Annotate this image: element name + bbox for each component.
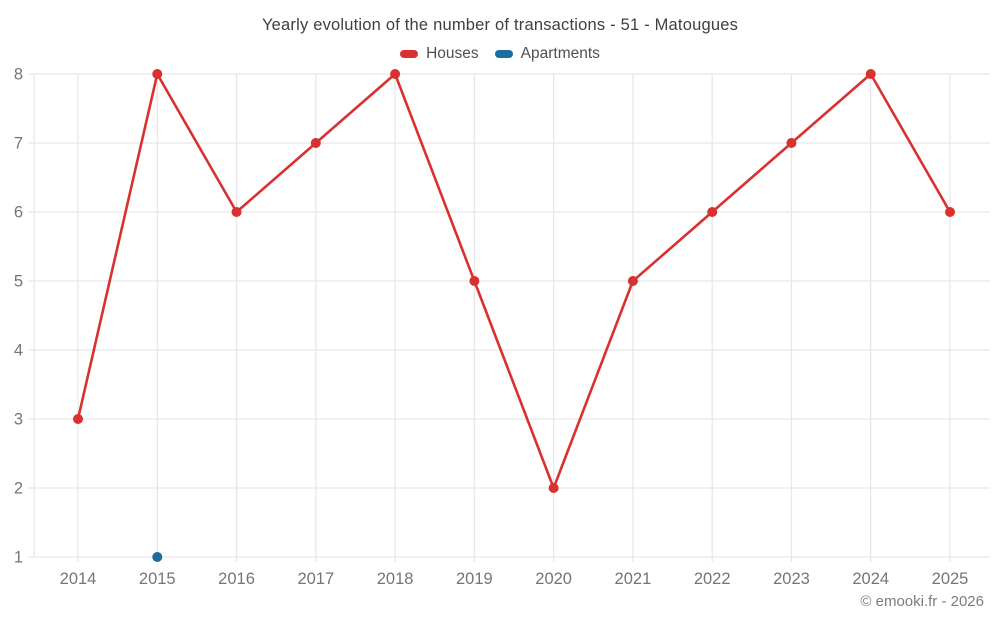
x-tick-label: 2021 <box>615 570 652 588</box>
y-tick-label: 7 <box>14 135 23 153</box>
data-point-marker[interactable] <box>627 276 638 286</box>
data-point-marker[interactable] <box>73 414 83 424</box>
x-tick-label: 2017 <box>297 570 334 588</box>
x-tick-label: 2023 <box>773 570 810 588</box>
apartments-swatch-icon <box>494 50 513 58</box>
y-tick-label: 1 <box>14 549 23 567</box>
x-axis-labels: 2014 2015 2016 2017 2018 2019 2020 2021 2022 2023… <box>60 570 969 588</box>
x-tick-label: 2025 <box>932 570 969 588</box>
x-tick-label: 2015 <box>139 570 176 588</box>
x-tick-label: 2018 <box>377 570 414 588</box>
x-tick-label: 2020 <box>535 570 572 588</box>
x-tick-label: 2019 <box>456 570 493 588</box>
series-houses <box>73 69 955 493</box>
legend-label-apartments: Apartments <box>520 45 600 62</box>
data-point-marker[interactable] <box>945 207 955 217</box>
y-axis-labels: 1 2 3 4 5 6 7 8 <box>14 66 23 567</box>
legend-item-houses[interactable]: Houses <box>400 45 479 63</box>
y-tick-label: 3 <box>14 411 23 429</box>
data-point-marker[interactable] <box>707 207 718 217</box>
houses-swatch-icon <box>400 50 419 58</box>
data-point-marker[interactable] <box>310 138 321 148</box>
x-tick-label: 2014 <box>60 570 97 588</box>
y-tick-label: 4 <box>14 342 23 360</box>
y-tick-label: 8 <box>14 66 23 84</box>
data-point-marker[interactable] <box>865 69 876 79</box>
data-point-marker[interactable] <box>152 69 163 79</box>
legend: Houses Apartments <box>0 45 1000 63</box>
copyright-note: © emooki.fr - 2026 <box>860 593 984 610</box>
data-point-marker[interactable] <box>231 207 242 217</box>
series-line <box>76 72 952 490</box>
data-point-marker[interactable] <box>390 69 401 79</box>
data-point-marker[interactable] <box>152 552 163 562</box>
data-point-marker[interactable] <box>786 138 797 148</box>
chart-title: Yearly evolution of the number of transa… <box>261 16 739 34</box>
x-tick-label: 2024 <box>852 570 889 588</box>
x-tick-label: 2022 <box>694 570 731 588</box>
y-tick-label: 6 <box>14 204 23 222</box>
y-tick-label: 2 <box>14 480 23 498</box>
x-tick-label: 2016 <box>218 570 255 588</box>
gridlines <box>28 73 990 562</box>
legend-item-apartments[interactable]: Apartments <box>494 45 600 63</box>
series-apartments <box>152 552 163 562</box>
data-point-marker[interactable] <box>469 276 480 286</box>
data-point-marker[interactable] <box>548 483 559 493</box>
legend-label-houses: Houses <box>426 45 479 62</box>
y-tick-label: 5 <box>14 273 23 291</box>
